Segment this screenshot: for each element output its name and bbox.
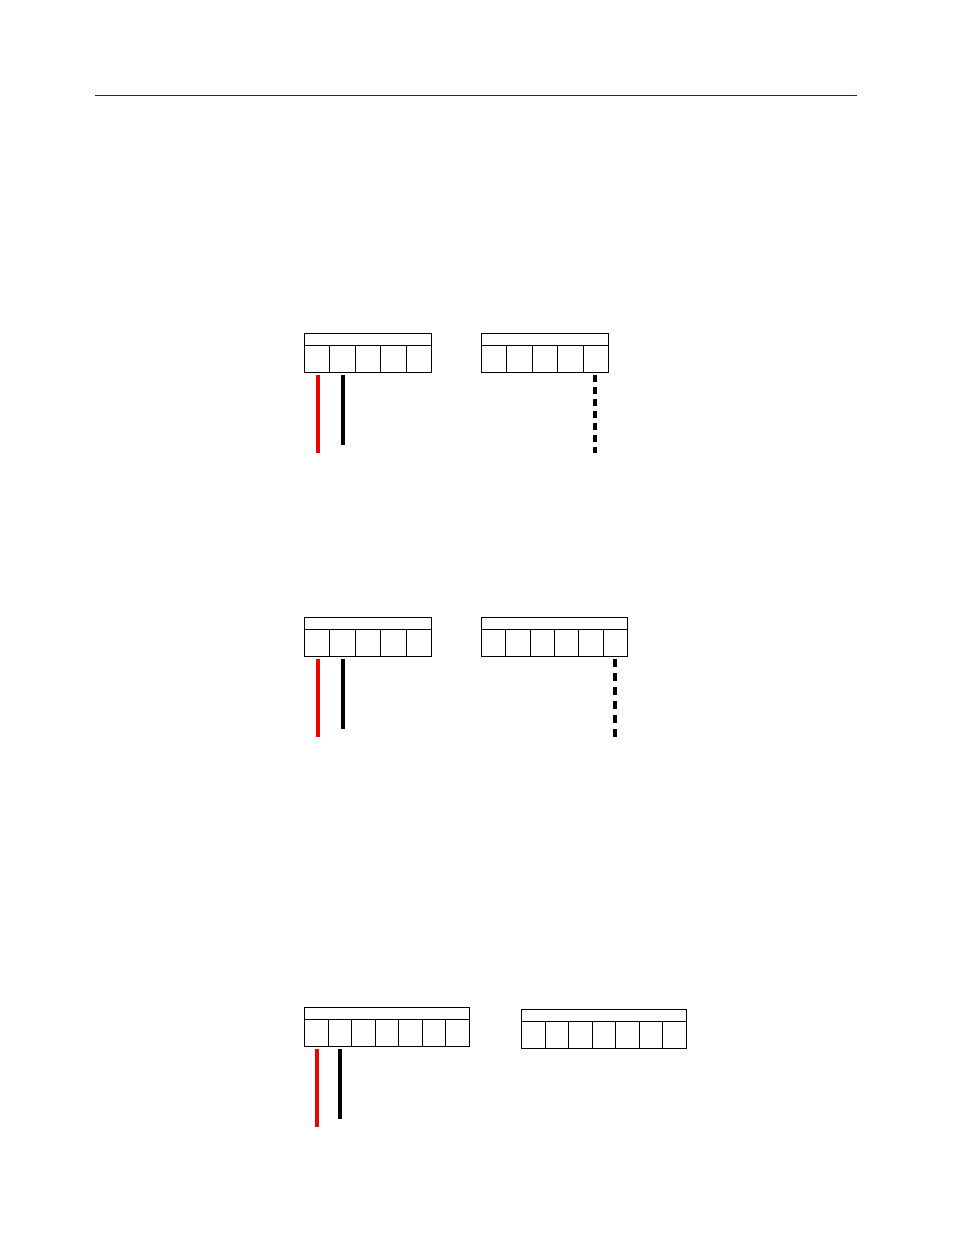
group-1-left-wire-1 [341,375,345,445]
connector-header-row [305,1008,469,1020]
group-3-left-wire-0 [315,1049,319,1127]
connector-pin [375,1020,399,1047]
connector-pin [380,346,405,373]
connector-pin [305,346,329,373]
connector-pin [662,1022,686,1049]
group-2-right-connector [481,617,628,657]
connector-header-row [305,618,431,630]
connector-pins-row [305,630,431,657]
connector-header-row [305,334,431,346]
connector-header-row [482,334,608,346]
connector-pin [639,1022,663,1049]
connector-pin [603,630,627,657]
connector-pin [592,1022,616,1049]
group-2-left-wire-0 [316,659,320,737]
connector-pin [328,1020,352,1047]
connector-pin [398,1020,422,1047]
group-2-left-connector [304,617,432,657]
connector-pin [355,346,380,373]
connector-pin [557,346,582,373]
connector-pin [568,1022,592,1049]
group-1-left-connector [304,333,432,373]
group-2-right-wire-0 [613,659,617,737]
connector-pins-row [522,1022,686,1049]
connector-pin [554,630,578,657]
connector-pin [406,346,431,373]
connector-pins-row [482,630,627,657]
group-1-right-wire-0 [593,375,597,453]
connector-pin [380,630,405,657]
connector-header-row [482,618,627,630]
connector-pin [482,630,505,657]
connector-pin [505,630,529,657]
connector-pins-row [305,1020,469,1047]
connector-pin [422,1020,446,1047]
connector-pin [506,346,531,373]
connector-pin [351,1020,375,1047]
group-1-right-connector [481,333,609,373]
connector-pin [445,1020,469,1047]
connector-pin [532,346,557,373]
connector-pin [482,346,506,373]
connector-pin [305,1020,328,1047]
header-divider [95,95,857,96]
group-1-left-wire-0 [316,375,320,453]
group-2-left-wire-1 [341,659,345,729]
connector-pin [406,630,431,657]
connector-pin [522,1022,545,1049]
connector-header-row [522,1010,686,1022]
group-3-left-wire-1 [338,1049,342,1119]
connector-pin [545,1022,569,1049]
connector-pins-row [305,346,431,373]
connector-pin [578,630,602,657]
connector-pin [305,630,329,657]
group-3-left-connector [304,1007,470,1047]
connector-pin [329,346,354,373]
connector-pins-row [482,346,608,373]
connector-pin [530,630,554,657]
connector-pin [355,630,380,657]
group-3-right-connector [521,1009,687,1049]
connector-pin [615,1022,639,1049]
connector-pin [583,346,608,373]
connector-pin [329,630,354,657]
